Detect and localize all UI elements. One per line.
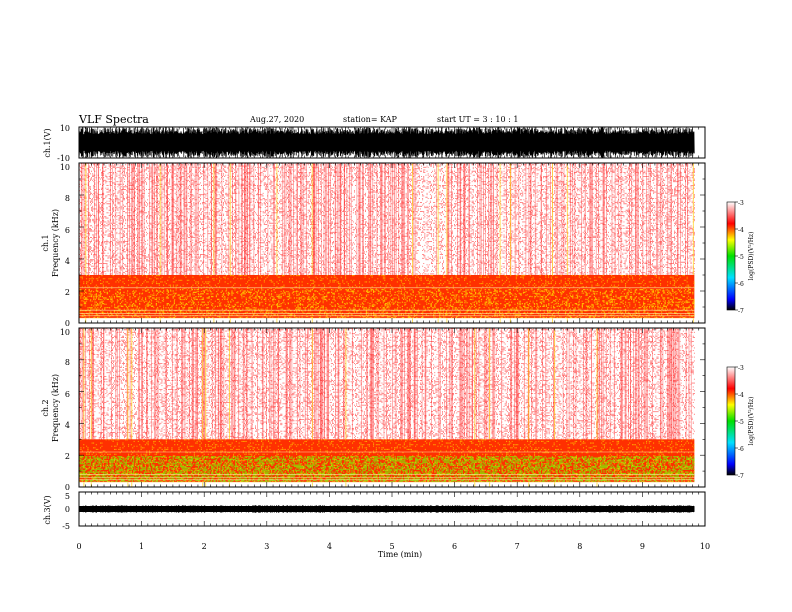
x-tick-label-1: 1: [139, 542, 144, 551]
start-time-label: start UT = 3 : 10 : 1: [437, 115, 518, 124]
x-tick-label-2: 2: [202, 542, 207, 551]
ch1-ytick-bottom: -10: [57, 154, 70, 163]
ch3-ytick-5: 5: [65, 492, 70, 501]
x-tick-label-0: 0: [76, 542, 81, 551]
ch2-colorbar: -3 -4 -5 -6 -7 log(PSD)(V²/Hz): [726, 365, 755, 480]
ch2-cb-tick-m3: -3: [738, 365, 744, 372]
x-tick-labels: 0 1 2 3 4 5 6 7 8 9 10: [76, 542, 710, 551]
ch2-ytick-6: 6: [65, 390, 70, 399]
ch2-ytick-0: 0: [65, 483, 70, 492]
spectrogram-tone-lines: [79, 287, 695, 319]
spectrogram-lf-highlights: [79, 456, 695, 483]
ch1-cb-tick-m6: -6: [738, 281, 744, 288]
ch1-ytick-4: 4: [65, 257, 70, 266]
ch1-colorbar: -3 -4 -5 -6 -7 log(PSD)(V²/Hz): [726, 200, 755, 315]
x-tick-label-10: 10: [700, 542, 710, 551]
ch1-ylabel: ch.1(V): [43, 128, 52, 157]
ch2-cb-tick-m4: -4: [738, 392, 744, 399]
ch1-ytick-2: 2: [65, 288, 70, 297]
ch1-ytick-10: 10: [60, 163, 70, 172]
station-label: station= KAP: [343, 115, 398, 124]
figure-title: VLF Spectra: [78, 113, 149, 126]
x-tick-label-6: 6: [452, 542, 457, 551]
ch1-ytick-6: 6: [65, 226, 70, 235]
ch1-spectrogram-panel: 0 2 4 6 8 10 ch.1 Frequency (kHz) -3 -4 …: [41, 162, 755, 328]
ch1-cb-tick-m7: -7: [738, 308, 744, 315]
ch2-ytick-10: 10: [60, 328, 70, 337]
ch2-ytick-4: 4: [65, 421, 70, 430]
x-tick-label-4: 4: [327, 542, 332, 551]
ch1-cb-tick-m3: -3: [738, 200, 744, 207]
ch1-ytick-top: 10: [60, 124, 70, 133]
x-tick-label-5: 5: [389, 542, 394, 551]
ch1-ylabel-line1: ch.1: [41, 234, 50, 251]
x-tick-label-8: 8: [577, 542, 582, 551]
ch2-cb-tick-m7: -7: [738, 473, 744, 480]
ch3-ylabel: ch.3(V): [43, 495, 52, 524]
ch2-cb-label: log(PSD)(V²/Hz): [748, 397, 755, 446]
ch1-cb-label: log(PSD)(V²/Hz): [748, 232, 755, 281]
spectrogram-sferics: [80, 163, 688, 275]
ch3-ytick-0: 0: [65, 505, 70, 514]
ch3-ytick-m5: -5: [62, 522, 70, 531]
ch1-ytick-8: 8: [65, 194, 70, 203]
x-tick-label-9: 9: [640, 542, 645, 551]
ch1-waveform-line: [78, 127, 695, 158]
ch3-waveform-panel: 5 0 -5 ch.3(V) 0 1 2 3 4 5 6 7 8 9 10 Time (min): [43, 491, 710, 559]
ch1-ytick-0: 0: [65, 319, 70, 328]
spectrogram-tone-lines: [79, 451, 695, 483]
ch2-cb-tick-m5: -5: [738, 419, 744, 426]
ch1-cb-tick-m5: -5: [738, 254, 744, 261]
ch2-ytick-2: 2: [65, 452, 70, 461]
ch2-ylabel-line1: ch.2: [41, 399, 50, 416]
ch1-ylabel-line2: Frequency (kHz): [51, 209, 60, 277]
ch2-spectrogram-panel: 0 2 4 6 8 10 ch.2 Frequency (kHz) -3 -4 …: [41, 327, 755, 492]
ch3-waveform-band: [79, 506, 695, 512]
spectrogram-bright-sferics: [85, 163, 694, 323]
ch1-waveform-panel: 10 -10 ch.1(V): [43, 124, 706, 163]
ch1-spectrogram-image: [79, 163, 695, 323]
ch3-waveform-trace: [78, 505, 695, 513]
ch2-cb-tick-m6: -6: [738, 446, 744, 453]
spectrogram-bright-sferics: [83, 328, 598, 487]
date-label: Aug.27, 2020: [249, 115, 304, 124]
spectrogram-lf-highlights: [79, 289, 695, 319]
ch2-ylabel-line2: Frequency (kHz): [51, 374, 60, 442]
x-axis-label: Time (min): [378, 550, 422, 559]
spectrogram-sferics: [79, 328, 692, 440]
ch1-cb-tick-m4: -4: [738, 227, 744, 234]
x-tick-label-3: 3: [264, 542, 269, 551]
x-tick-label-7: 7: [515, 542, 520, 551]
ch1-waveform-trace: [78, 127, 695, 158]
ch2-ytick-8: 8: [65, 358, 70, 367]
ch2-spectrogram-image: [79, 328, 695, 487]
